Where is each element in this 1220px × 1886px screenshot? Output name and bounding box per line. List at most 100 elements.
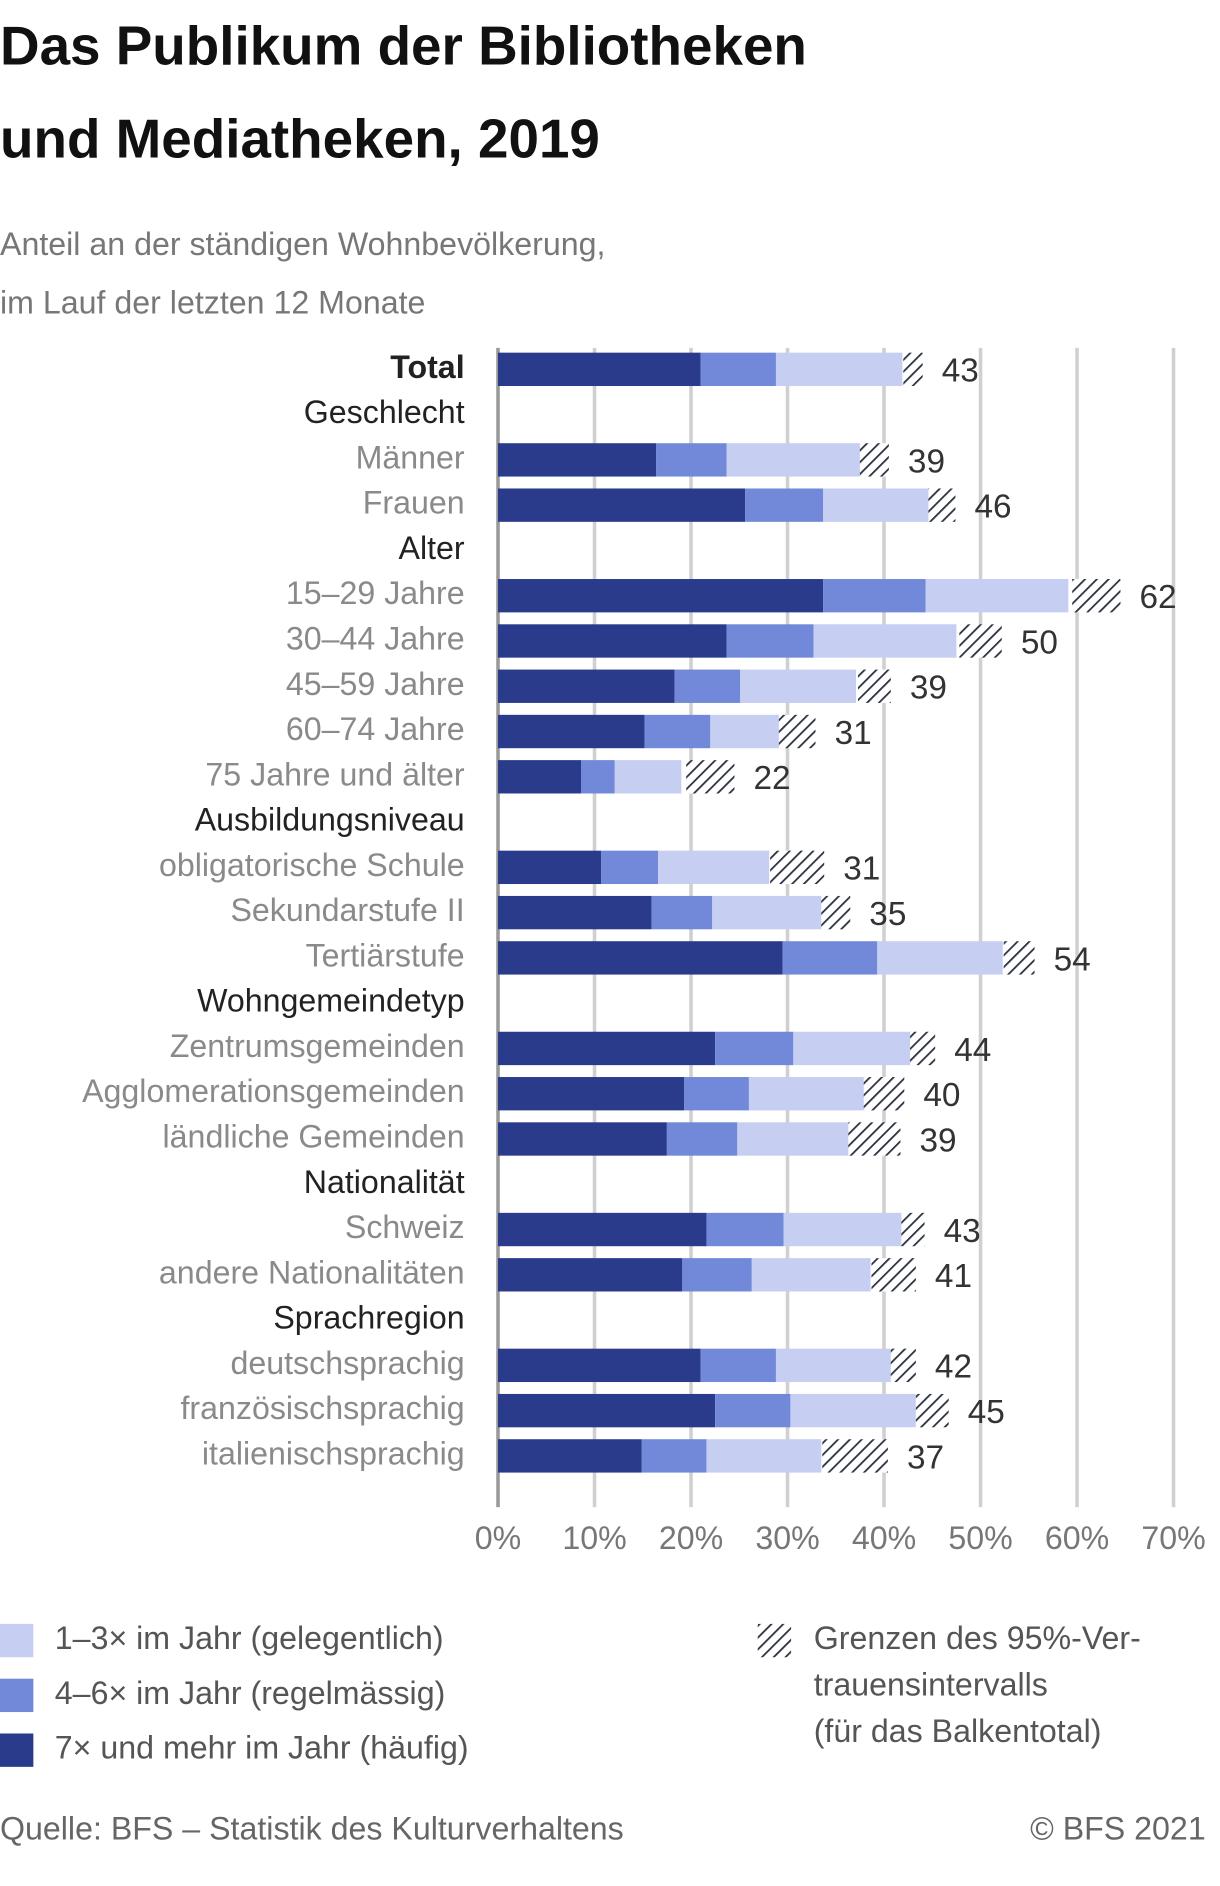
confidence-interval — [903, 352, 923, 387]
data-label: 22 — [754, 760, 791, 797]
y-tick-label: Wohngemeindetyp — [197, 983, 465, 1019]
y-tick-label: ländliche Gemeinden — [163, 1118, 465, 1154]
bar-segment — [745, 488, 824, 522]
bar-segment — [641, 1439, 707, 1473]
confidence-interval — [863, 1077, 905, 1111]
y-tick-label: 75 Jahre und älter — [205, 756, 465, 792]
bar-segment — [793, 1031, 915, 1066]
bar-segment — [601, 850, 659, 885]
bar-segment — [498, 488, 746, 522]
confidence-interval — [890, 1348, 916, 1383]
bar-segment — [498, 1122, 667, 1156]
legend-swatch — [0, 1733, 34, 1767]
x-tick-label: 30% — [755, 1520, 819, 1556]
bar-segment — [682, 1258, 752, 1292]
legend-label: 7× und mehr im Jahr (häufig) — [55, 1730, 469, 1766]
y-tick-label: Alter — [399, 530, 465, 566]
data-label: 42 — [935, 1349, 972, 1386]
bar-segment — [737, 1122, 851, 1156]
chart-title: Das Publikum der Bibliotheken — [0, 15, 807, 77]
bar-segment — [700, 352, 776, 387]
bar-segment — [666, 1122, 738, 1156]
x-tick-label: 10% — [562, 1520, 626, 1556]
data-label: 39 — [908, 443, 945, 480]
bar-segment — [813, 624, 957, 658]
legend-label: (für das Balkentotal) — [814, 1713, 1102, 1749]
legend-swatch — [0, 1623, 34, 1658]
bar-segment — [823, 488, 930, 522]
bar-segment — [498, 1077, 685, 1111]
y-tick-label: 60–74 Jahre — [286, 711, 465, 747]
confidence-interval — [1003, 941, 1035, 975]
bar-segment — [748, 1077, 866, 1111]
bar-segment — [498, 1393, 716, 1428]
bar-segment — [775, 1348, 895, 1383]
data-label: 35 — [869, 896, 906, 933]
bar-segment — [751, 1258, 871, 1292]
data-label: 50 — [1021, 624, 1058, 661]
confidence-interval — [1072, 579, 1121, 613]
y-tick-label: französischsprachig — [180, 1390, 464, 1426]
source: Quelle: BFS – Statistik des Kulturverhal… — [0, 1811, 624, 1847]
x-tick-label: 70% — [1141, 1520, 1205, 1556]
bar-segment — [782, 941, 878, 975]
data-label: 31 — [843, 851, 880, 888]
confidence-interval — [770, 850, 825, 885]
bar-segment — [726, 443, 863, 477]
confidence-interval — [848, 1122, 901, 1156]
confidence-interval — [859, 443, 889, 477]
data-label: 39 — [919, 1122, 956, 1159]
data-label: 41 — [935, 1258, 972, 1295]
chart-title: und Mediatheken, 2019 — [0, 107, 600, 169]
data-label: 46 — [974, 489, 1011, 526]
bar-segment — [684, 1077, 749, 1111]
data-label: 54 — [1054, 941, 1091, 978]
legend-swatch — [0, 1678, 34, 1713]
bar-segment — [498, 352, 701, 387]
data-label: 39 — [910, 670, 947, 707]
y-tick-label: Schweiz — [345, 1209, 465, 1245]
data-label: 43 — [942, 353, 979, 390]
bar-segment — [700, 1348, 776, 1383]
y-tick-label: Frauen — [363, 485, 465, 521]
y-tick-label: Sprachregion — [273, 1300, 464, 1336]
bar-segment — [498, 760, 582, 794]
bar-segment — [823, 579, 926, 613]
bar-segment — [651, 895, 713, 930]
bar-segment — [790, 1393, 916, 1428]
bar-segment — [498, 579, 824, 613]
bar-segment — [581, 760, 615, 794]
confidence-interval — [928, 488, 956, 522]
x-tick-label: 60% — [1045, 1520, 1109, 1556]
bar-segment — [712, 895, 826, 930]
bar-segment — [783, 1212, 905, 1247]
bar-segment — [498, 850, 602, 885]
x-tick-label: 40% — [852, 1520, 916, 1556]
y-tick-label: Total — [390, 349, 464, 385]
legend-label: 4–6× im Jahr (regelmässig) — [55, 1675, 446, 1711]
bar-segment — [656, 443, 727, 477]
bar-segment — [498, 1258, 683, 1292]
y-tick-label: obligatorische Schule — [159, 847, 465, 883]
bar-segment — [498, 895, 652, 930]
bar-segment — [498, 714, 645, 749]
y-tick-label: 45–59 Jahre — [286, 666, 465, 702]
bar-segment — [710, 714, 783, 749]
bar-segment — [674, 669, 741, 703]
data-label: 37 — [907, 1439, 944, 1476]
legend-swatch — [757, 1623, 792, 1658]
y-tick-label: Ausbildungsniveau — [195, 802, 465, 838]
bar-segment — [706, 1439, 822, 1473]
x-tick-label: 20% — [659, 1520, 723, 1556]
confidence-interval — [959, 624, 1002, 658]
data-label: 45 — [968, 1394, 1005, 1431]
confidence-interval — [857, 669, 891, 703]
copyright: © BFS 2021 — [1030, 1811, 1206, 1847]
bar-segment — [614, 760, 682, 794]
bar-segment — [498, 443, 657, 477]
confidence-interval — [686, 760, 735, 794]
x-tick-label: 0% — [475, 1520, 521, 1556]
bar-segment — [498, 624, 727, 658]
y-tick-label: italienischsprachig — [202, 1435, 465, 1471]
legend-label: Grenzen des 95%-Ver- — [814, 1620, 1141, 1656]
